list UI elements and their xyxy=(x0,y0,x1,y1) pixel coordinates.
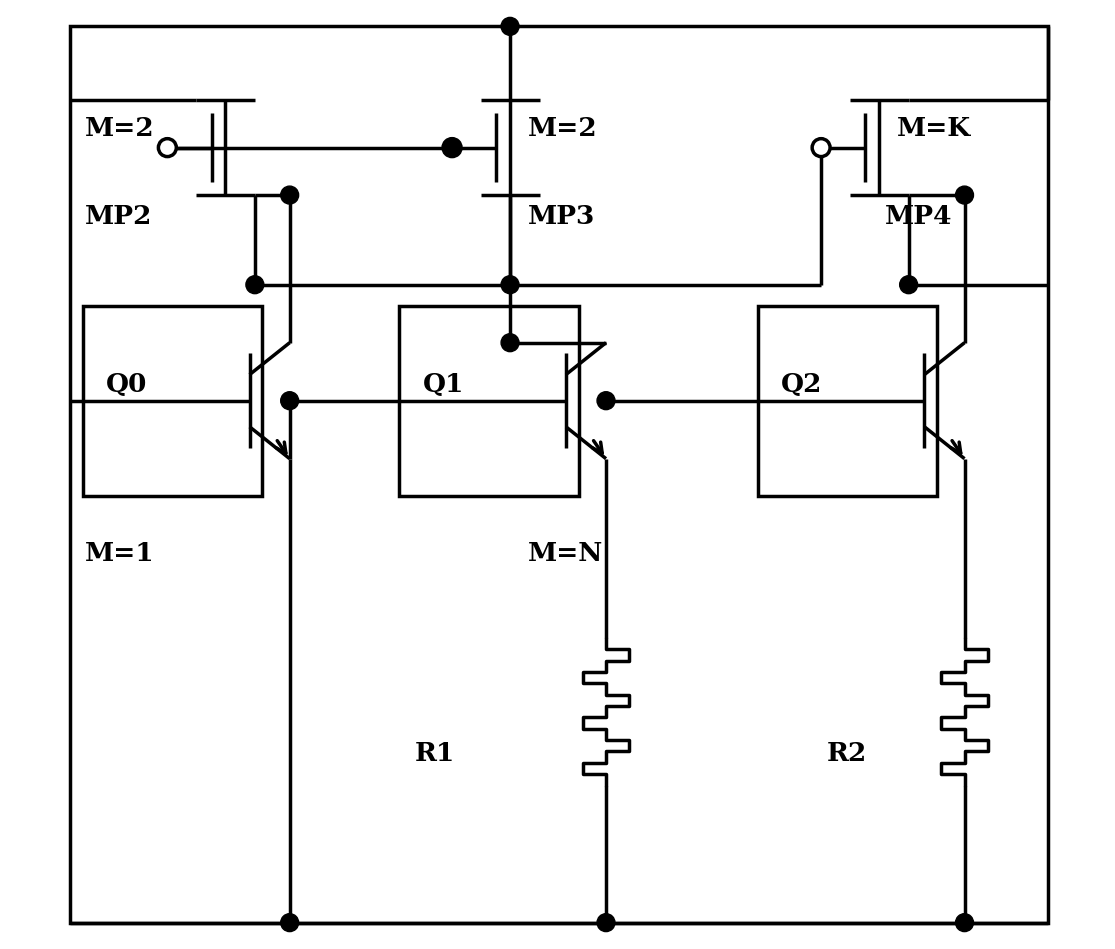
Text: M=2: M=2 xyxy=(529,116,598,141)
Bar xyxy=(758,306,937,495)
Text: MP4: MP4 xyxy=(884,204,952,229)
Bar xyxy=(399,306,579,495)
Text: M=2: M=2 xyxy=(85,116,155,141)
Text: Q1: Q1 xyxy=(423,372,464,398)
Circle shape xyxy=(956,914,973,932)
Circle shape xyxy=(812,139,830,157)
Text: R2: R2 xyxy=(826,741,866,767)
Circle shape xyxy=(501,334,518,352)
Circle shape xyxy=(281,914,299,932)
Circle shape xyxy=(597,392,615,410)
Circle shape xyxy=(281,186,299,204)
Circle shape xyxy=(443,139,460,157)
Circle shape xyxy=(281,392,299,410)
Bar xyxy=(83,306,262,495)
Circle shape xyxy=(246,276,264,293)
Text: MP3: MP3 xyxy=(529,204,595,229)
Circle shape xyxy=(501,276,518,293)
Circle shape xyxy=(158,139,176,157)
Text: Q2: Q2 xyxy=(780,372,823,398)
Text: M=1: M=1 xyxy=(85,541,155,567)
Circle shape xyxy=(900,276,918,293)
Text: Q0: Q0 xyxy=(106,372,147,398)
Text: R1: R1 xyxy=(415,741,455,767)
Circle shape xyxy=(501,17,518,35)
Circle shape xyxy=(956,186,973,204)
Circle shape xyxy=(443,139,460,157)
Text: M=N: M=N xyxy=(529,541,603,567)
Circle shape xyxy=(597,914,615,932)
Text: MP2: MP2 xyxy=(85,204,153,229)
Text: M=K: M=K xyxy=(898,116,971,141)
